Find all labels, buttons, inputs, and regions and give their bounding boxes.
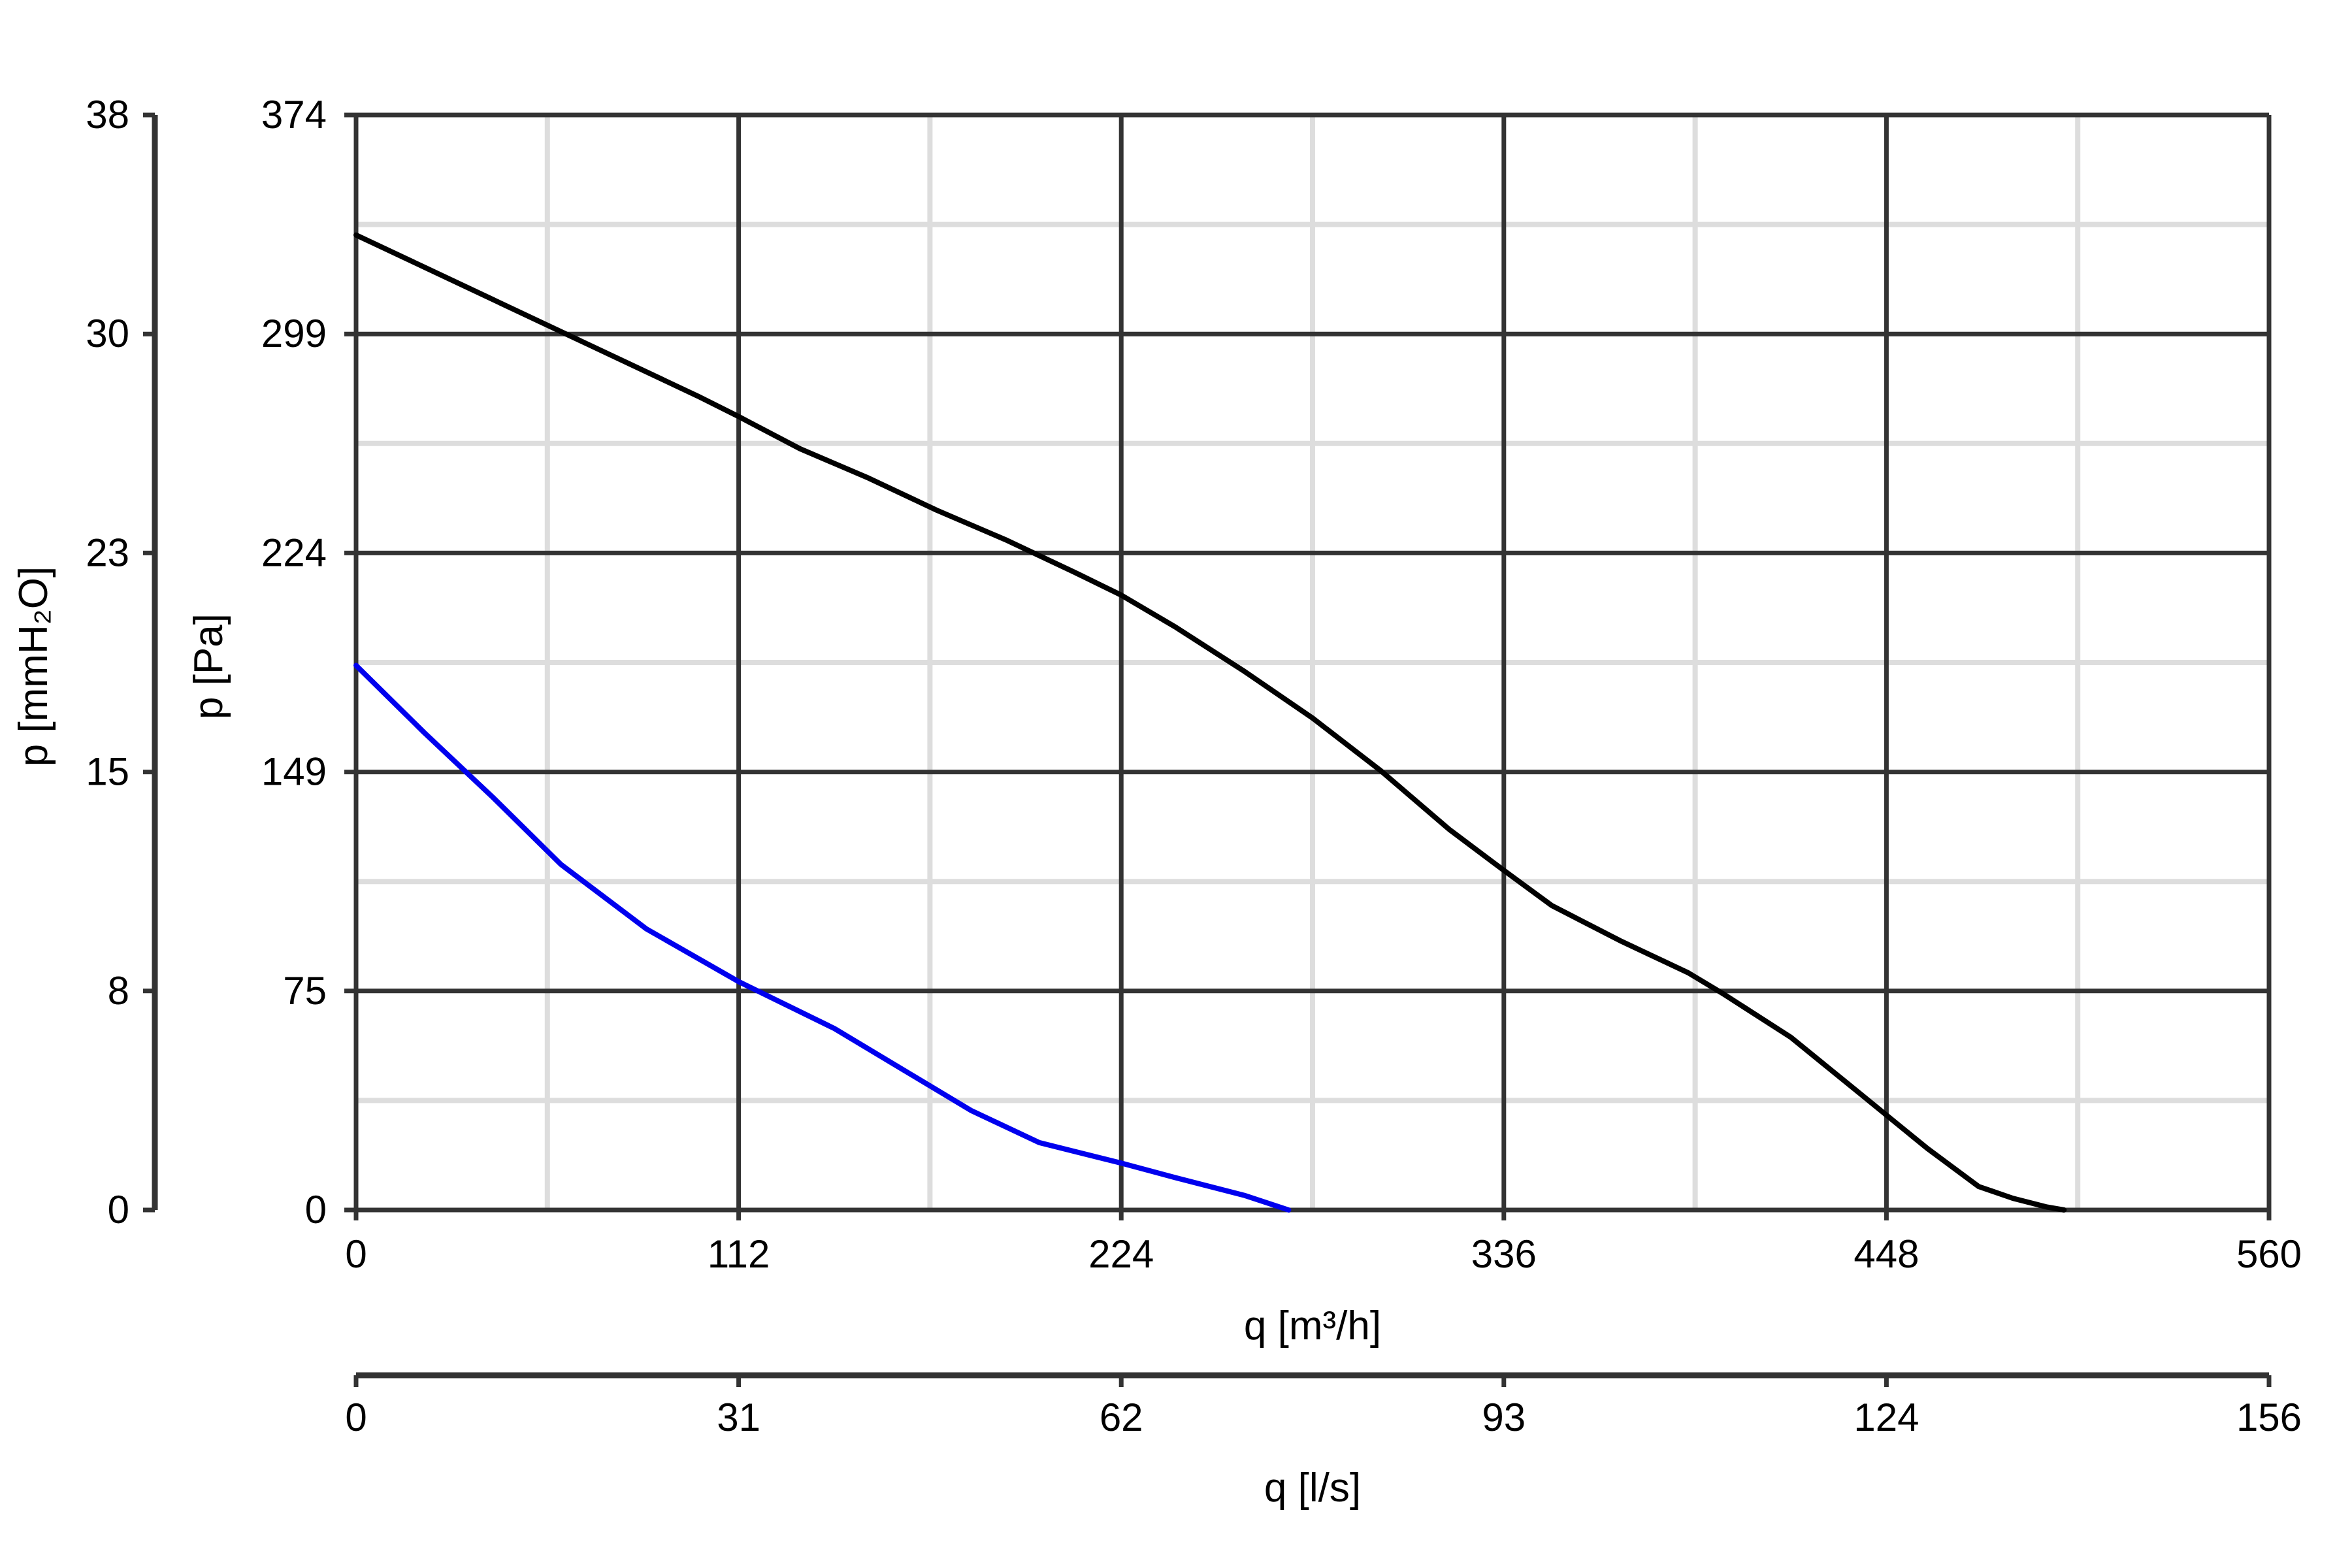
x-secondary-tick-label: 31	[717, 1396, 760, 1439]
minor-gridlines	[356, 115, 2269, 1210]
curve-1	[353, 232, 2067, 1213]
y-secondary-tick-label: 15	[86, 750, 129, 794]
y-secondary-tick-label: 0	[108, 1188, 129, 1232]
y-tick-label: 299	[261, 312, 327, 355]
x-tick-label: 112	[708, 1232, 770, 1276]
x-secondary-tick-label: 0	[345, 1396, 367, 1439]
major-gridlines	[353, 112, 2272, 1213]
y-secondary-tick-label: 23	[86, 531, 129, 574]
y-secondary-tick-label: 38	[86, 93, 129, 137]
y-tick-label: 149	[261, 750, 327, 794]
axes	[143, 112, 2272, 1387]
curves	[353, 232, 2067, 1213]
y-tick-label: 75	[283, 969, 327, 1013]
y-secondary-tick-label: 30	[86, 312, 129, 355]
x-secondary-tick-label: 124	[1854, 1396, 1919, 1439]
y-axis-secondary-title: p [mmH₂O]	[11, 566, 56, 767]
x-tick-label: 336	[1471, 1232, 1537, 1276]
x-secondary-tick-label: 156	[2236, 1396, 2302, 1439]
y-tick-label: 374	[261, 93, 327, 137]
y-tick-label: 224	[261, 531, 327, 574]
x-secondary-tick-label: 93	[1482, 1396, 1526, 1439]
tick-labels: 0 112 224 336 448 560 0 31 62 93 124 156 0 75 149 224 29…	[86, 93, 2302, 1439]
x-secondary-tick-label: 62	[1100, 1396, 1143, 1439]
y-axis-title: p [Pa]	[186, 613, 231, 719]
x-tick-label: 224	[1088, 1232, 1154, 1276]
y-secondary-tick-label: 8	[108, 969, 129, 1013]
x-axis-secondary-title: q [l/s]	[1264, 1465, 1361, 1511]
x-tick-label: 0	[345, 1232, 367, 1276]
x-tick-label: 448	[1854, 1232, 1919, 1276]
x-tick-label: 560	[2236, 1232, 2302, 1276]
y-tick-label: 0	[305, 1188, 327, 1232]
curve-2	[353, 662, 1292, 1213]
x-axis-title: q [m³/h]	[1244, 1303, 1381, 1348]
